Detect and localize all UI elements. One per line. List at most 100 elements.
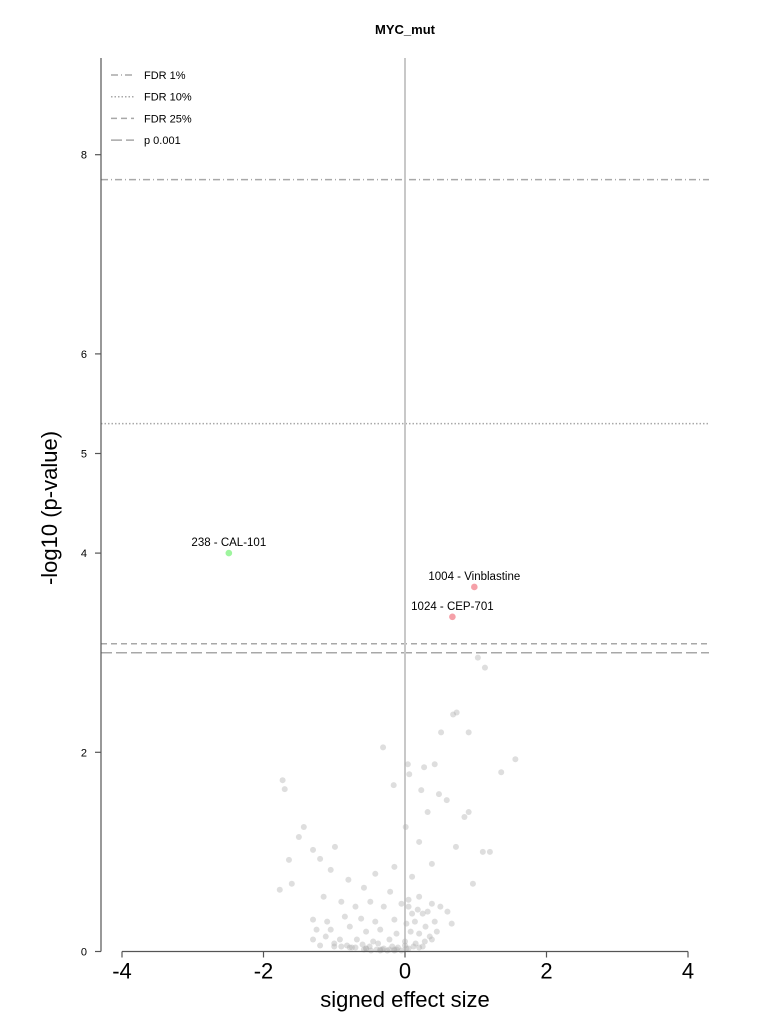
data-point xyxy=(359,941,366,948)
data-point xyxy=(393,930,400,937)
data-point xyxy=(412,940,419,947)
data-point xyxy=(421,938,428,945)
data-point xyxy=(310,916,317,923)
data-point xyxy=(352,944,359,951)
x-axis-ticks: -4 -2 0 2 4 xyxy=(112,951,694,984)
data-point xyxy=(465,809,472,816)
data-point xyxy=(452,843,459,850)
data-point xyxy=(380,744,387,751)
data-point xyxy=(406,771,413,778)
data-point xyxy=(398,947,405,954)
data-point xyxy=(370,938,377,945)
data-point xyxy=(405,945,412,952)
data-point xyxy=(409,873,416,880)
data-point xyxy=(411,918,418,925)
data-point xyxy=(391,863,398,870)
data-point xyxy=(444,908,451,915)
y-axis-ticks: 0 2 4 5 6 8 xyxy=(81,150,101,959)
data-point xyxy=(345,876,352,883)
data-point xyxy=(403,945,410,952)
data-point xyxy=(394,944,401,951)
data-point xyxy=(422,923,429,930)
legend-label: FDR 10% xyxy=(144,92,192,104)
data-point xyxy=(428,900,435,907)
data-point xyxy=(372,870,379,877)
data-point xyxy=(453,709,460,716)
data-point xyxy=(338,898,345,905)
data-point xyxy=(310,846,317,853)
y-tick-label: 2 xyxy=(81,747,87,759)
data-point xyxy=(366,943,373,950)
data-point xyxy=(346,923,353,930)
data-point xyxy=(336,936,343,943)
data-point xyxy=(448,920,455,927)
data-point xyxy=(317,942,324,949)
data-point xyxy=(402,938,408,945)
data-point xyxy=(352,903,359,910)
point-label: 1024 - CEP-701 xyxy=(411,601,493,613)
data-point xyxy=(390,782,397,789)
data-point xyxy=(372,918,379,925)
x-tick-label: 2 xyxy=(540,959,552,984)
data-point xyxy=(424,908,431,915)
data-point xyxy=(310,936,317,943)
data-point xyxy=(433,928,440,935)
data-point xyxy=(416,930,423,937)
data-point xyxy=(360,884,367,891)
data-point xyxy=(281,786,288,793)
data-point xyxy=(348,944,355,951)
data-point xyxy=(479,848,486,855)
data-point xyxy=(421,764,428,771)
highlighted-point xyxy=(225,549,233,557)
data-point xyxy=(426,933,433,940)
data-point xyxy=(276,886,283,893)
data-point xyxy=(353,936,360,943)
data-point xyxy=(416,944,423,951)
data-point xyxy=(363,945,370,952)
data-point xyxy=(469,880,476,887)
data-point xyxy=(300,824,307,830)
data-point xyxy=(410,943,417,950)
y-tick-label: 0 xyxy=(81,947,87,959)
data-point xyxy=(486,848,493,855)
axes: 0 2 4 5 6 8 -4 -2 0 2 4 xyxy=(81,58,694,984)
data-point xyxy=(384,947,391,954)
data-point xyxy=(402,824,409,830)
legend: FDR 1% FDR 10% FDR 25% p 0.001 xyxy=(111,70,192,147)
data-point xyxy=(416,838,423,845)
data-point xyxy=(327,866,334,873)
data-point xyxy=(402,942,408,949)
y-tick-label: 4 xyxy=(81,548,87,560)
data-point xyxy=(279,777,286,784)
data-point xyxy=(322,933,329,940)
data-point xyxy=(474,654,481,661)
data-point xyxy=(285,856,292,863)
data-point xyxy=(386,936,393,943)
data-point xyxy=(313,926,320,933)
data-point xyxy=(375,940,382,947)
data-point xyxy=(317,855,324,862)
data-point xyxy=(418,787,425,794)
legend-label: FDR 25% xyxy=(144,113,192,125)
data-point xyxy=(438,729,445,736)
x-tick-label: -4 xyxy=(112,959,132,984)
data-point xyxy=(389,943,396,950)
data-point xyxy=(391,947,398,954)
data-point xyxy=(431,918,438,925)
data-point xyxy=(331,843,338,850)
data-point xyxy=(363,928,370,935)
data-point xyxy=(419,943,426,950)
y-tick-label: 6 xyxy=(81,349,87,361)
data-point xyxy=(324,918,331,925)
x-tick-label: 4 xyxy=(682,959,694,984)
data-point xyxy=(377,926,384,933)
data-point xyxy=(404,761,411,768)
data-point xyxy=(380,945,387,952)
data-point xyxy=(450,711,457,718)
data-point xyxy=(416,893,423,900)
data-point xyxy=(346,944,353,951)
data-point xyxy=(288,880,295,887)
highlighted-point xyxy=(471,583,478,591)
data-point xyxy=(405,896,412,903)
x-tick-label: 0 xyxy=(399,959,411,984)
